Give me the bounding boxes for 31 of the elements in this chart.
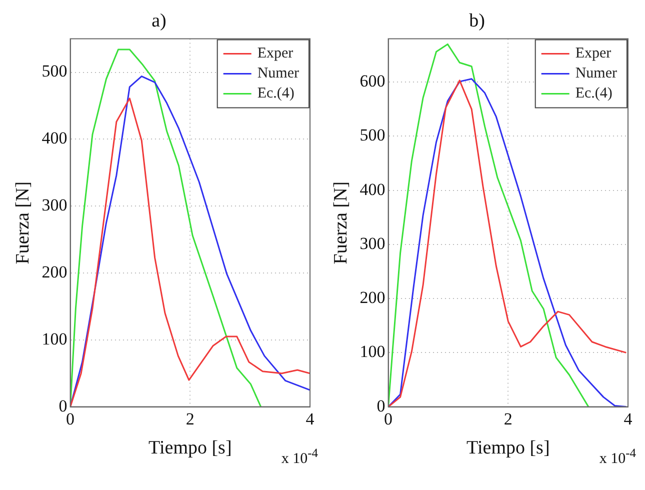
x-tick-label: 4 bbox=[306, 409, 315, 428]
legend-label: Ec.(4) bbox=[257, 86, 294, 102]
legend-label: Numer bbox=[257, 66, 300, 82]
y-tick-label: 100 bbox=[42, 329, 68, 348]
y-tick-label: 500 bbox=[360, 126, 386, 145]
legend-label: Numer bbox=[575, 66, 618, 82]
y-tick-label: 300 bbox=[42, 196, 68, 215]
legend-label: Exper bbox=[575, 46, 612, 62]
chart-title: a) bbox=[152, 10, 166, 32]
y-axis-title: Fuerza [N] bbox=[12, 181, 34, 264]
text: x 10$^{-4}$ bbox=[281, 446, 318, 468]
x-axis-title: Tiempo [s] bbox=[466, 438, 550, 459]
y-tick-label: 200 bbox=[360, 288, 386, 308]
y-tick-label: 400 bbox=[360, 180, 386, 199]
legend-label: Ec.(4) bbox=[575, 86, 612, 102]
text: x 10$^{-4}$ bbox=[599, 446, 636, 468]
chart-title: b) bbox=[469, 10, 485, 32]
x-axis-title: Tiempo [s] bbox=[148, 438, 232, 459]
legend-label: Exper bbox=[257, 46, 294, 62]
y-tick-label: 400 bbox=[42, 128, 68, 148]
y-tick-label: 100 bbox=[360, 342, 386, 362]
y-tick-label: 600 bbox=[360, 72, 386, 91]
x-tick-label: 4 bbox=[624, 409, 633, 428]
y-tick-label: 200 bbox=[42, 262, 68, 282]
y-tick-label: 500 bbox=[42, 62, 68, 81]
x-tick-label: 2 bbox=[504, 409, 512, 428]
x-tick-label: 2 bbox=[186, 409, 194, 428]
y-axis-title: Fuerza [N] bbox=[330, 181, 352, 264]
y-tick-label: 0 bbox=[58, 396, 68, 416]
y-tick-label: 300 bbox=[360, 234, 386, 253]
y-tick-label: 0 bbox=[376, 396, 386, 416]
